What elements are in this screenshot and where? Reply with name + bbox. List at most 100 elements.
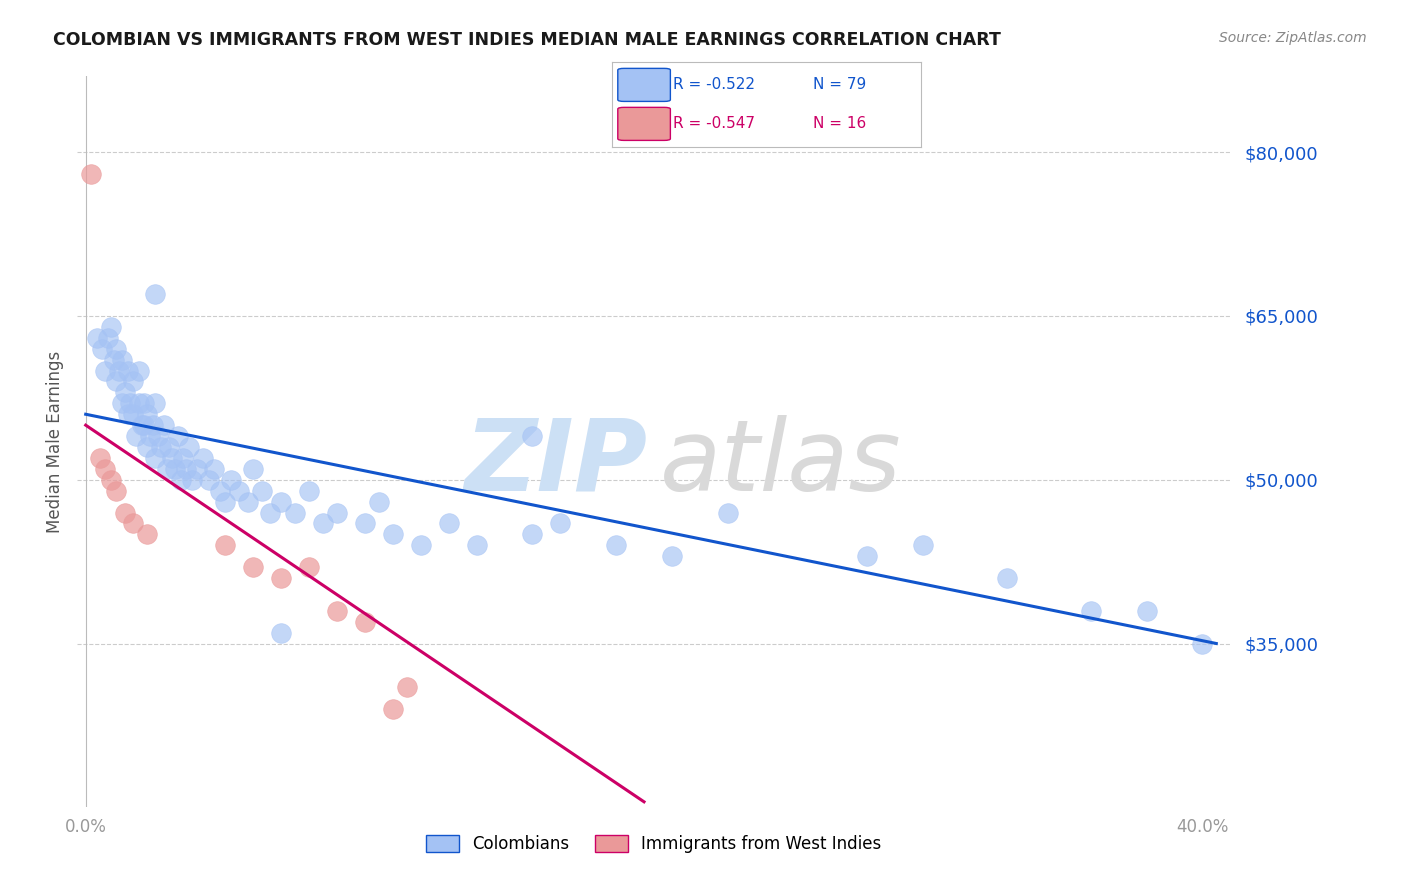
Point [312,516,335,531]
Point [131,418,153,433]
Point [100,473,122,487]
Point [242,462,264,476]
Point [122,516,145,531]
Point [354,516,377,531]
Point [120,396,142,410]
Point [117,407,139,421]
Point [153,418,176,433]
Point [298,560,321,574]
Point [548,516,571,531]
Point [125,429,148,443]
Point [174,462,197,476]
Point [197,473,219,487]
Text: ZIP: ZIP [465,415,648,512]
Point [105,483,128,498]
Point [214,494,236,508]
Point [180,473,202,487]
Point [326,506,349,520]
Point [145,396,167,410]
Point [259,506,281,520]
Point [177,440,200,454]
Point [395,680,418,694]
Point [114,506,136,520]
Point [172,450,194,465]
Point [856,549,879,564]
Point [136,527,159,541]
Point [270,571,292,585]
Point [250,483,273,498]
Text: COLOMBIAN VS IMMIGRANTS FROM WEST INDIES MEDIAN MALE EARNINGS CORRELATION CHART: COLOMBIAN VS IMMIGRANTS FROM WEST INDIES… [53,31,1001,49]
Point [202,462,225,476]
Text: N = 79: N = 79 [813,77,866,92]
Point [354,615,377,629]
Point [139,429,162,443]
Point [145,450,167,465]
Point [284,506,307,520]
Point [150,440,173,454]
Point [522,527,544,541]
Point [214,538,236,552]
Point [367,494,389,508]
Point [409,538,432,552]
Point [136,440,159,454]
Point [122,375,145,389]
Point [1080,604,1102,618]
Point [91,342,114,356]
Point [148,429,170,443]
Point [159,440,181,454]
Point [186,462,208,476]
Point [80,167,103,181]
Point [103,352,125,367]
Point [191,450,214,465]
Point [105,342,128,356]
Point [437,516,460,531]
Point [94,462,117,476]
Point [208,483,231,498]
Point [122,407,145,421]
Point [134,418,156,433]
Point [270,494,292,508]
Point [128,363,150,377]
Point [298,483,321,498]
Point [114,385,136,400]
Text: R = -0.547: R = -0.547 [673,116,755,131]
Point [89,450,111,465]
Point [995,571,1018,585]
Text: Source: ZipAtlas.com: Source: ZipAtlas.com [1219,31,1367,45]
Point [128,396,150,410]
Point [94,363,117,377]
Point [236,494,259,508]
Point [605,538,627,552]
Point [912,538,935,552]
Point [326,604,349,618]
FancyBboxPatch shape [617,69,671,102]
Point [100,319,122,334]
Point [169,473,191,487]
Point [381,527,404,541]
Point [228,483,250,498]
Point [111,352,134,367]
Point [1191,636,1213,650]
Point [166,429,188,443]
Point [381,702,404,716]
Point [117,363,139,377]
Point [142,418,165,433]
Point [156,462,179,476]
Point [219,473,242,487]
Point [145,287,167,301]
Point [162,450,184,465]
FancyBboxPatch shape [617,107,671,140]
Legend: Colombians, Immigrants from West Indies: Colombians, Immigrants from West Indies [418,826,890,861]
Point [163,462,186,476]
Point [108,363,131,377]
Point [717,506,740,520]
Point [105,375,128,389]
Point [661,549,683,564]
Text: N = 16: N = 16 [813,116,866,131]
Text: R = -0.522: R = -0.522 [673,77,755,92]
Point [136,407,159,421]
Y-axis label: Median Male Earnings: Median Male Earnings [46,351,65,533]
Point [97,331,120,345]
Point [270,625,292,640]
Point [111,396,134,410]
